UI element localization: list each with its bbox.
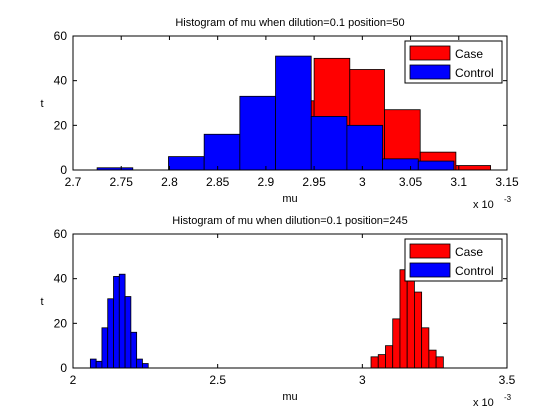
x-tick-label: 2.75 [110, 175, 134, 189]
histogram-bar-case [414, 291, 423, 369]
histogram-bar-control [101, 327, 109, 369]
legend-swatch-case [409, 45, 451, 61]
legend-swatch-control [409, 262, 451, 278]
histogram-bar-case [428, 349, 437, 369]
legend-swatch-control [409, 64, 451, 80]
histogram-bar-case [421, 327, 430, 369]
histogram-bar-control [382, 158, 419, 171]
y-tick-label: 0 [60, 163, 67, 177]
histogram-bar-case [435, 356, 444, 369]
legend: Case Control [404, 238, 503, 282]
x-tick-label: 3.1 [450, 175, 467, 189]
histogram-bar-control [130, 331, 138, 369]
histogram-bar-control [168, 156, 205, 171]
histogram-bar-case [455, 165, 492, 171]
x-tick-label: 3.15 [495, 175, 519, 189]
y-tick-label: 40 [54, 74, 68, 88]
y-tick-label: 20 [54, 316, 68, 330]
x-axis-label: mu [282, 391, 297, 403]
x-tick-label: 2.9 [258, 175, 275, 189]
histogram-bar-control [275, 55, 312, 171]
y-tick-label: 60 [54, 29, 68, 43]
x-tick-label: 3 [359, 175, 366, 189]
histogram-bar-control [113, 276, 120, 369]
chart-panel-1: 2.7 2.75 2.8 2.85 2.9 2.95 3 3.05 3.1 3.15 0 20 40 60… [40, 17, 519, 211]
chart-panel-2: 2 2.5 3 3.5 0 20 40 60 Histogram of mu when dilu… [40, 215, 515, 409]
histogram-bar-control [417, 160, 455, 171]
histogram-bar-control [203, 133, 241, 171]
chart-title: Histogram of mu when dilution=0.1 positi… [175, 17, 404, 29]
histogram-bar-control [95, 360, 103, 369]
histogram-bar-control [142, 363, 149, 369]
histogram-bar-control [310, 116, 348, 171]
x-exponent-power: -3 [504, 393, 512, 402]
x-tick-label: 3.5 [499, 373, 516, 387]
histogram-bar-control [124, 296, 132, 369]
y-axis-label: t [40, 98, 43, 110]
histogram-bar-control [239, 95, 276, 171]
histogram-bar-control [346, 124, 383, 171]
x-exponent-label: x 10 [473, 199, 494, 211]
x-tick-label: 2 [70, 373, 77, 387]
histogram-bar-case [399, 269, 408, 369]
series-case [370, 267, 444, 369]
histogram-bar-case [385, 345, 394, 369]
x-tick-label: 2.85 [206, 175, 230, 189]
histogram-bar-control [107, 298, 114, 369]
histogram-bar-control [136, 358, 143, 369]
y-tick-label: 0 [60, 361, 67, 375]
x-tick-label: 2.8 [161, 175, 178, 189]
x-tick-label: 2.5 [209, 373, 226, 387]
y-tick-label: 40 [54, 272, 68, 286]
chart-title: Histogram of mu when dilution=0.1 positi… [172, 215, 407, 227]
x-exponent-power: -3 [504, 195, 512, 204]
legend-label-control: Control [455, 264, 494, 278]
legend: Case Control [404, 40, 503, 84]
axes-frame [72, 233, 508, 369]
legend-label-case: Case [455, 245, 483, 259]
x-tick-label: 2.95 [302, 175, 326, 189]
y-tick-label: 20 [54, 118, 68, 132]
x-exponent-label: x 10 [473, 397, 494, 409]
legend-swatch-case [409, 243, 451, 259]
histogram-bar-case [377, 354, 386, 369]
x-tick-label: 2.7 [65, 175, 82, 189]
histogram-bar-control [118, 273, 126, 369]
histogram-bar-case [392, 318, 401, 369]
legend-label-control: Control [455, 66, 494, 80]
histogram-bar-case [370, 356, 379, 369]
histogram-bar-case [406, 267, 415, 369]
histogram-bar-control [89, 358, 97, 369]
x-axis-label: mu [282, 193, 297, 205]
legend-label-case: Case [455, 47, 483, 61]
y-axis-label: t [40, 296, 43, 308]
x-tick-label: 3.05 [399, 175, 423, 189]
y-tick-label: 60 [54, 227, 68, 241]
axes-frame [72, 35, 508, 171]
x-tick-label: 3 [359, 373, 366, 387]
